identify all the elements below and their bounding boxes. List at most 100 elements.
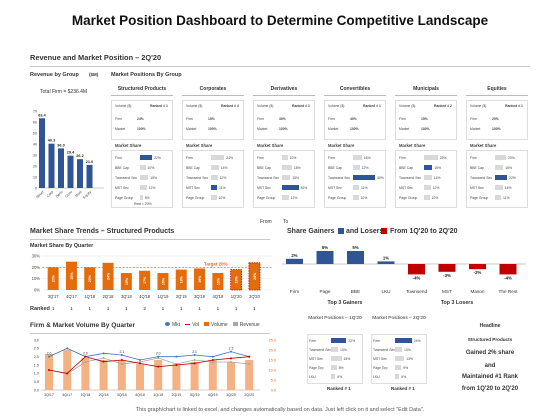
revenue-line: [48, 357, 250, 375]
competitor-label: BBE Cap: [186, 166, 200, 170]
category-label: 1Q'19: [158, 294, 170, 299]
category-label: 4Q'17: [66, 294, 78, 299]
share-bar: [353, 155, 362, 160]
share-value: 11%: [219, 186, 226, 190]
competitor-label: MST Sec: [373, 357, 387, 361]
legend-label: Revenue: [239, 322, 260, 328]
section-title-trends: Market Share Trends – Structured Product…: [30, 228, 175, 235]
volume-rank: Ranked # 1: [150, 104, 168, 108]
share-bar: [282, 185, 299, 190]
competitor-label: MST Sec: [470, 186, 484, 190]
rank-label: 1: [125, 306, 128, 311]
data-label: 21.0: [86, 160, 93, 164]
bar: [286, 258, 303, 264]
position-column: Structured Products: [111, 86, 173, 96]
data-label: 17%: [143, 276, 147, 284]
y-tick-label: 3.0: [34, 338, 39, 342]
revenue-unit: ($M): [89, 72, 99, 77]
competitor-label: BBE Cap: [115, 166, 129, 170]
mkt-line-point: [139, 359, 141, 361]
volume-header: Volume ($): [257, 104, 274, 108]
competitor-label: Firm: [399, 156, 406, 160]
y-tick-label: 10%: [32, 276, 41, 281]
competitor-label: Page Group: [115, 196, 134, 200]
revenue-by-group-label: Revenue by Group: [30, 72, 79, 78]
competitor-label: MST Sec: [328, 186, 342, 190]
headline-label: Headline: [479, 323, 501, 329]
bar: [248, 262, 261, 291]
bar: [194, 268, 206, 290]
volume-header: Volume ($): [328, 104, 345, 108]
y2-tick-label: 25.0: [269, 338, 276, 342]
bar: [65, 261, 77, 290]
competitor-label: Firm: [309, 339, 316, 343]
share-value: 15%: [505, 166, 513, 170]
share-value: 14%: [504, 186, 512, 190]
bar: [139, 270, 151, 290]
category-label: 1Q/18: [81, 393, 91, 397]
position-column: Equities: [466, 86, 528, 96]
rest-share: Rest = 20%: [134, 202, 152, 206]
share-bar: [140, 185, 147, 190]
volume-rank: Ranked # 1: [505, 104, 523, 108]
share-value: 10%: [340, 348, 347, 352]
share-value: 30%: [300, 186, 308, 190]
share-bar: [331, 338, 347, 343]
position-column: Derivatives: [253, 86, 315, 96]
category-label: Equity: [82, 190, 92, 200]
data-label: 2%: [291, 253, 297, 258]
share-value: 12%: [290, 196, 298, 200]
share-bar: [211, 175, 218, 180]
share-bar: [353, 175, 375, 180]
competitor-label: BBE Cap: [470, 166, 484, 170]
position-summary-box: Volume ($) Ranked # 1 Firm 30% Market 100%: [253, 100, 315, 140]
category-label: 3Q'17: [48, 294, 60, 299]
volume-bar: [117, 360, 126, 390]
section-title-revenue: Revenue and Market Position – 2Q'20: [30, 53, 162, 62]
position-column: Convertibles: [324, 86, 386, 96]
rank-label: 1: [52, 306, 55, 311]
share-bar: [140, 175, 149, 180]
share-value: 6%: [401, 375, 407, 379]
share-bar: [140, 155, 153, 160]
share-value: 24%: [226, 156, 233, 160]
headline-line3: Maintained #1 Rank: [461, 374, 518, 380]
share-value: 10%: [404, 348, 411, 352]
share-value: 24%: [413, 339, 421, 343]
y-tick-label: 0%: [34, 288, 40, 293]
share-bar: [140, 165, 146, 170]
rank-label: 1: [180, 306, 183, 311]
share-value: 9%: [403, 366, 409, 370]
share-bar: [282, 195, 289, 200]
volume-bar: [63, 350, 72, 390]
competitor-label: MST Sec: [309, 357, 323, 361]
share-bar: [495, 195, 502, 200]
share-bar: [395, 338, 412, 343]
divider: [253, 95, 315, 96]
category-label: 4Q'19: [212, 294, 224, 299]
market-share-by-quarter-chart: 30% 20% 10% 0% Target 20% 20% 3Q'17 1 25% 4Q'17 1 2…: [32, 254, 272, 311]
mkt-line-point: [211, 355, 214, 358]
revenue-line-point: [120, 363, 123, 365]
market-share-heading: Market Share: [399, 143, 426, 148]
rank-label: 1: [253, 306, 256, 311]
bar: [438, 264, 456, 272]
y2-tick-label: 10.0: [269, 368, 276, 372]
market-positions-label: Market Positions By Group: [111, 72, 182, 78]
headline-line1: Gained 2% share: [465, 350, 515, 356]
share-value: 15%: [343, 357, 351, 361]
bar: [212, 273, 224, 290]
share-value: 25%: [439, 156, 447, 160]
share-value: 12%: [361, 166, 369, 170]
gainer-legend-swatch: [338, 228, 344, 234]
share-value: 6%: [337, 375, 343, 379]
competitor-label: Townsend Sec: [373, 348, 396, 352]
market-share-box: Firm 10% BBE Cap 18% Townsend Sec 15% MST Sec 3…: [253, 150, 315, 208]
data-label: -3%: [443, 273, 451, 278]
category-label: Firm: [290, 289, 299, 294]
bar: [347, 251, 364, 264]
legend-swatch: [165, 322, 170, 327]
category-label: 1Q/20: [226, 393, 236, 397]
share-bar: [331, 356, 342, 361]
